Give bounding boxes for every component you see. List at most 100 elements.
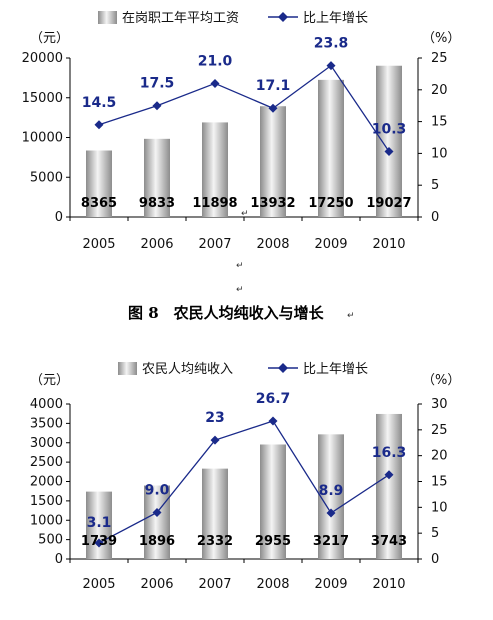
- bar: [260, 106, 286, 217]
- chart-1-legend-bar-label: 在岗职工年平均工资: [122, 11, 239, 26]
- line-point-marker: [94, 120, 104, 130]
- bar: [144, 138, 170, 217]
- chart-2-legend-diamond-marker: [278, 363, 288, 373]
- line-point-marker: [268, 103, 278, 113]
- line-point-marker: [326, 61, 336, 71]
- line-value-label: 10.3: [372, 121, 407, 137]
- left-tick-label: 500: [38, 533, 63, 548]
- line-value-label: 26.7: [256, 391, 291, 407]
- chart-2-legend-bar-swatch: [118, 362, 137, 375]
- right-tick-label: 25: [431, 423, 448, 438]
- chart-2-tick-layer: 0 500 1000 1500 2000 2500 3000 3500 4000 0 5 10 15 20…: [30, 397, 448, 592]
- figure-caption: 图 8 农民人均纯收入与增长: [128, 304, 325, 322]
- line-point-marker: [210, 78, 220, 88]
- line-value-label: 16.3: [372, 445, 407, 461]
- left-tick-label: 0: [55, 552, 63, 567]
- x-category-label: 2008: [256, 577, 289, 592]
- left-tick-label: 1500: [30, 494, 63, 509]
- line-value-label: 17.1: [256, 78, 291, 94]
- right-tick-label: 30: [431, 397, 448, 412]
- line-value-label: 21.0: [198, 53, 233, 69]
- x-category-label: 2007: [198, 237, 231, 252]
- chart-1-bar-layer: [86, 65, 402, 217]
- right-tick-label: 15: [431, 115, 448, 130]
- bar: [318, 434, 344, 559]
- bar: [202, 122, 228, 217]
- bar-value-label: 3217: [313, 534, 349, 549]
- line-value-label: 17.5: [140, 76, 175, 92]
- right-tick-label: 5: [431, 178, 439, 193]
- bar: [318, 79, 344, 217]
- bar-value-label: 17250: [308, 196, 353, 211]
- left-tick-label: 3500: [30, 416, 63, 431]
- left-tick-label: 2000: [30, 475, 63, 490]
- right-tick-label: 25: [431, 51, 448, 66]
- left-tick-label: 5000: [30, 170, 63, 185]
- line-point-marker: [152, 101, 162, 111]
- left-tick-label: 20000: [22, 51, 63, 66]
- bar-value-label: 2955: [255, 534, 291, 549]
- line-point-marker: [210, 435, 220, 445]
- bar-value-label: 1896: [139, 534, 175, 549]
- chart-2-line-layer: [94, 416, 394, 548]
- x-category-label: 2005: [82, 237, 115, 252]
- right-tick-label: 20: [431, 83, 448, 98]
- chart-1-right-unit: （%）: [422, 31, 460, 46]
- line-value-label: 23.8: [314, 36, 349, 52]
- line-point-marker: [268, 416, 278, 426]
- x-category-label: 2007: [198, 577, 231, 592]
- paragraph-mark: ↵: [241, 209, 249, 219]
- chart-2: 农民人均纯收入 比上年增长 （元） （%） 0 500 1000 1500 2000 25…: [30, 362, 460, 592]
- bar-value-label: 13932: [250, 196, 295, 211]
- left-tick-label: 2500: [30, 455, 63, 470]
- bar-value-label: 9833: [139, 196, 175, 211]
- paragraph-mark: ↵: [236, 261, 244, 271]
- line-value-label: 3.1: [87, 515, 112, 531]
- x-category-label: 2005: [82, 577, 115, 592]
- line-value-label: 9.0: [145, 483, 170, 499]
- x-category-label: 2006: [140, 577, 173, 592]
- right-tick-label: 10: [431, 500, 448, 515]
- left-tick-label: 3000: [30, 436, 63, 451]
- chart-1-line-layer: [94, 61, 394, 156]
- bar: [376, 413, 402, 559]
- x-category-label: 2006: [140, 237, 173, 252]
- x-category-label: 2010: [372, 237, 405, 252]
- x-category-label: 2010: [372, 577, 405, 592]
- left-tick-label: 0: [55, 210, 63, 225]
- chart-1-left-unit: （元）: [30, 31, 69, 46]
- chart-1: 在岗职工年平均工资 比上年增长 （元） （%） 0 5000 10000 15000 2…: [22, 11, 460, 252]
- chart-2-legend-line-label: 比上年增长: [303, 362, 368, 377]
- left-tick-label: 1000: [30, 513, 63, 528]
- paragraph-mark: ↵: [347, 311, 355, 321]
- chart-2-label-layer: 1739 1896 2332 2955 3217 3743 3.1 9.0 23 26.7 8.9 1…: [81, 391, 407, 549]
- x-category-label: 2009: [314, 237, 347, 252]
- bar-value-label: 1739: [81, 534, 117, 549]
- bar-value-label: 11898: [192, 196, 237, 211]
- chart-2-bar-layer: [86, 413, 402, 559]
- bar-value-label: 8365: [81, 196, 117, 211]
- line-value-label: 23: [205, 410, 224, 426]
- x-category-label: 2008: [256, 237, 289, 252]
- right-tick-label: 20: [431, 449, 448, 464]
- chart-1-legend-diamond-marker: [278, 12, 288, 22]
- left-tick-label: 4000: [30, 397, 63, 412]
- growth-line: [98, 64, 390, 152]
- bar-value-label: 3743: [371, 534, 407, 549]
- line-point-marker: [326, 508, 336, 518]
- chart-2-legend-bar-label: 农民人均纯收入: [142, 362, 233, 377]
- right-tick-label: 5: [431, 526, 439, 541]
- chart-1-tick-layer: 0 5000 10000 15000 20000 0 5 10 15 20 25 2005 2006 20…: [22, 51, 448, 252]
- bar: [86, 491, 112, 559]
- line-point-marker: [152, 508, 162, 517]
- bar: [202, 468, 228, 559]
- right-tick-label: 0: [431, 210, 439, 225]
- line-point-marker: [94, 538, 104, 548]
- bar-value-label: 2332: [197, 534, 233, 549]
- bar: [260, 444, 286, 559]
- bar: [144, 485, 170, 559]
- chart-2-right-unit: （%）: [422, 373, 460, 388]
- line-value-label: 8.9: [319, 483, 344, 499]
- growth-line: [98, 420, 390, 544]
